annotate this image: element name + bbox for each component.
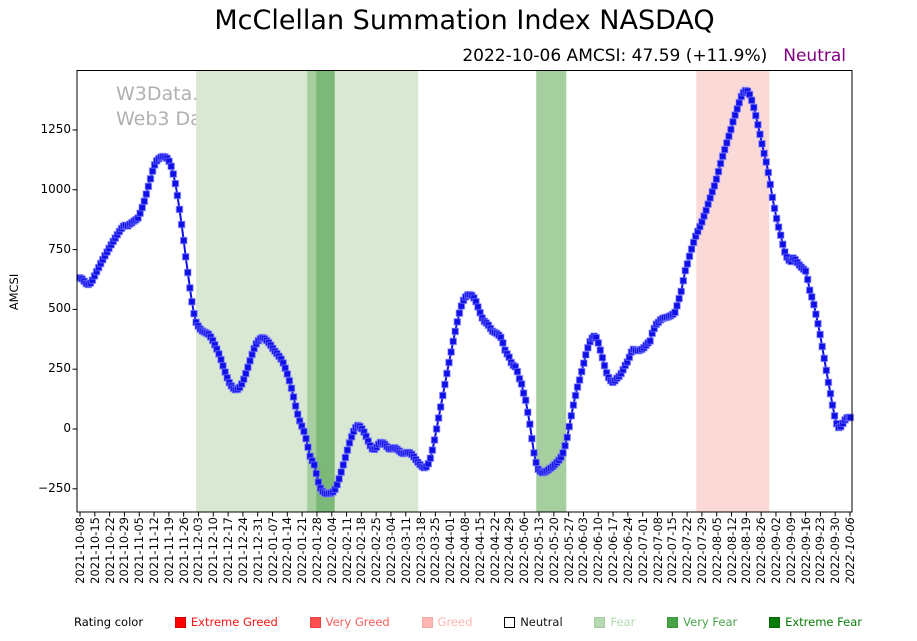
legend-label-fear: Fear [610,615,636,629]
legend-label-extreme-fear: Extreme Fear [785,615,862,629]
y-tick-label: 1250 [40,121,71,136]
y-axis-label: AMCSI [7,273,21,311]
legend-swatch-greed-icon [421,616,433,628]
legend-item-fear: Fear [594,615,635,629]
amcsi-markers [76,86,855,498]
legend-swatch-neutral-icon [504,616,516,628]
legend-item-very-greed: Very Greed [309,615,390,629]
y-tick-label: 750 [48,241,71,256]
legend-swatch-very-fear-icon [667,616,679,628]
legend-swatch-fear-icon [594,616,606,628]
legend-label-neutral: Neutral [520,615,563,629]
y-tick-label: 1000 [40,181,71,196]
legend-item-neutral: Neutral [504,615,563,629]
band-very-fear-jan [307,71,317,512]
legend-label-very-greed: Very Greed [325,615,390,629]
rating-legend: Rating color Extreme Greed Very Greed Greed… [74,611,862,633]
legend-item-very-fear: Very Fear [667,615,737,629]
legend-item-greed: Greed [421,615,473,629]
y-tick-label: 0 [63,421,71,435]
subtitle: 2022-10-06 AMCSI: 47.59 (+11.9%) Neutral [462,46,846,66]
band-greed-aug [696,71,770,512]
band-extreme-fear-jan [316,71,335,512]
legend-label-very-fear: Very Fear [683,615,738,629]
legend-swatch-extreme-greed-icon [174,616,186,628]
subtitle-value: 2022-10-06 AMCSI: 47.59 (+11.9%) [462,46,768,66]
page-title: McClellan Summation Index NASDAQ [214,5,715,36]
legend-item-extreme-fear: Extreme Fear [769,615,862,629]
legend-swatch-extreme-fear-icon [769,616,781,628]
band-very-fear-may [536,71,567,512]
y-tick-label: 250 [48,361,71,376]
legend-label-greed: Greed [437,615,473,629]
legend-title: Rating color [74,615,144,629]
plot-area [72,70,855,517]
axes-box [76,70,853,513]
legend-swatch-very-greed-icon [309,616,321,628]
rating-badge: Neutral [783,46,846,66]
y-tick-label: 500 [48,301,71,316]
legend-label-extreme-greed: Extreme Greed [190,615,278,629]
legend-item-extreme-greed: Extreme Greed [174,615,278,629]
y-tick-label: −250 [38,480,71,495]
